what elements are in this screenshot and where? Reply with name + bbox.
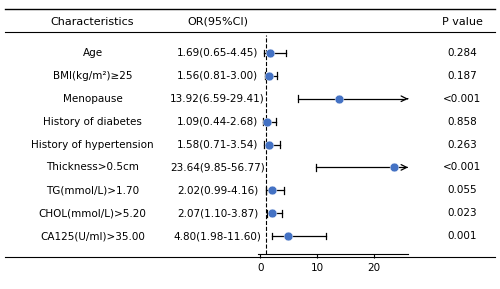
Point (265, 74, 273, 78)
Text: 23.64(9.85-56.77): 23.64(9.85-56.77) (170, 162, 265, 172)
Text: 0.001: 0.001 (448, 231, 477, 241)
Text: BMI(kg/m²)≥25: BMI(kg/m²)≥25 (53, 71, 132, 81)
Text: 1.69(0.65-4.45): 1.69(0.65-4.45) (177, 48, 258, 58)
Point (268, 188, 276, 192)
Text: 2.07(1.10-3.87): 2.07(1.10-3.87) (177, 208, 258, 218)
Text: OR(95%CI): OR(95%CI) (187, 17, 248, 27)
Text: 0.055: 0.055 (448, 185, 478, 195)
Point (266, 51, 274, 55)
Text: 0.858: 0.858 (448, 117, 478, 127)
Text: 1.58(0.71-3.54): 1.58(0.71-3.54) (177, 140, 258, 149)
Text: 1.09(0.44-2.68): 1.09(0.44-2.68) (177, 117, 258, 127)
Text: History of hypertension: History of hypertension (31, 140, 154, 149)
Point (390, 165, 398, 170)
Text: 1.56(0.81-3.00): 1.56(0.81-3.00) (177, 71, 258, 81)
Text: CHOL(mmol/L)>5.20: CHOL(mmol/L)>5.20 (38, 208, 146, 218)
Text: Thickness>0.5cm: Thickness>0.5cm (46, 162, 139, 172)
Point (268, 211, 276, 216)
Point (266, 142, 274, 147)
Text: <0.001: <0.001 (444, 94, 482, 104)
Text: Menopause: Menopause (62, 94, 122, 104)
Text: CA125(U/ml)>35.00: CA125(U/ml)>35.00 (40, 231, 145, 241)
Text: 4.80(1.98-11.60): 4.80(1.98-11.60) (174, 231, 262, 241)
Text: 0.284: 0.284 (448, 48, 478, 58)
Point (335, 97, 343, 101)
Text: P value: P value (442, 17, 483, 27)
Text: 13.92(6.59-29.41): 13.92(6.59-29.41) (170, 94, 265, 104)
Point (284, 234, 292, 238)
Text: TG(mmol/L)>1.70: TG(mmol/L)>1.70 (46, 185, 139, 195)
Text: 2.02(0.99-4.16): 2.02(0.99-4.16) (177, 185, 258, 195)
Text: 0.023: 0.023 (448, 208, 478, 218)
Text: 0.187: 0.187 (448, 71, 478, 81)
Text: History of diabetes: History of diabetes (43, 117, 142, 127)
Point (262, 119, 270, 124)
Text: 0.263: 0.263 (448, 140, 478, 149)
Text: Characteristics: Characteristics (51, 17, 134, 27)
Text: Age: Age (82, 48, 102, 58)
Text: <0.001: <0.001 (444, 162, 482, 172)
